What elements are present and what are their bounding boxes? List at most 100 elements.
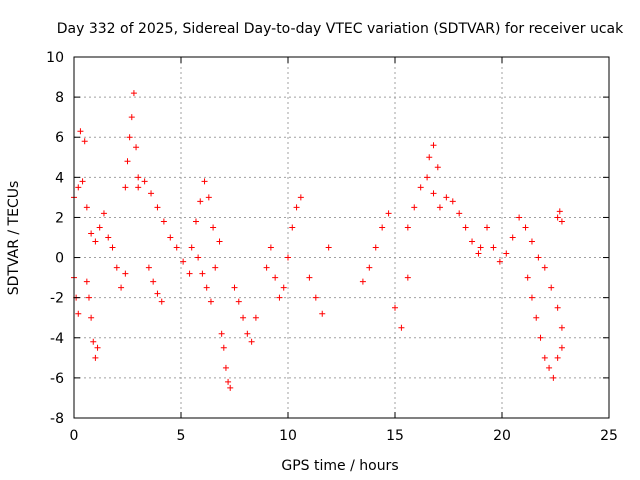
data-point — [96, 224, 103, 231]
x-tick-label: 0 — [70, 428, 79, 444]
data-point — [252, 314, 259, 321]
data-point — [222, 364, 229, 371]
data-point — [554, 214, 561, 221]
data-point — [443, 194, 450, 201]
data-point — [180, 258, 187, 265]
y-tick-label: 6 — [55, 130, 64, 146]
data-point — [366, 264, 373, 271]
y-tick-label: -4 — [50, 331, 64, 347]
data-point — [280, 284, 287, 291]
data-point — [554, 304, 561, 311]
data-point — [118, 284, 125, 291]
y-tick-label: -2 — [50, 291, 64, 307]
y-tick-label: 0 — [55, 251, 64, 267]
data-point — [240, 314, 247, 321]
data-point — [558, 324, 565, 331]
data-point — [516, 214, 523, 221]
data-point — [263, 264, 270, 271]
data-segment — [231, 284, 259, 345]
data-segment — [71, 178, 129, 291]
data-point — [203, 284, 210, 291]
data-point — [201, 178, 208, 185]
data-point — [484, 224, 491, 231]
data-point — [528, 238, 535, 245]
data-point — [558, 218, 565, 225]
data-point — [210, 224, 217, 231]
data-point — [430, 190, 437, 197]
data-point — [83, 278, 90, 285]
data-point — [186, 270, 193, 277]
data-point — [533, 314, 540, 321]
data-point — [135, 184, 142, 191]
data-point — [550, 374, 557, 381]
data-point — [105, 234, 112, 241]
data-point — [135, 174, 142, 181]
data-point — [558, 344, 565, 351]
data-point — [541, 354, 548, 361]
data-point — [417, 184, 424, 191]
x-tick-label: 15 — [386, 428, 404, 444]
data-point — [398, 324, 405, 331]
data-point — [554, 354, 561, 361]
data-point — [546, 364, 553, 371]
data-point — [167, 234, 174, 241]
data-point — [231, 284, 238, 291]
data-point — [133, 144, 140, 151]
x-tick-label: 5 — [177, 428, 186, 444]
data-point — [130, 90, 137, 97]
data-segment — [477, 214, 565, 331]
data-segment — [524, 274, 565, 381]
data-point — [113, 264, 120, 271]
data-point — [88, 314, 95, 321]
data-point — [216, 238, 223, 245]
data-point — [424, 174, 431, 181]
data-segment — [145, 264, 165, 305]
data-point — [154, 204, 161, 211]
data-point — [199, 270, 206, 277]
data-point — [225, 378, 232, 385]
data-point — [522, 224, 529, 231]
data-point — [475, 250, 482, 257]
data-point — [92, 238, 99, 245]
data-segment — [122, 90, 142, 191]
y-tick-label: -6 — [50, 371, 64, 387]
x-tick-label: 10 — [279, 428, 297, 444]
data-point — [392, 304, 398, 311]
data-point — [496, 258, 503, 265]
data-segment — [263, 194, 304, 301]
data-point — [325, 244, 332, 251]
data-point — [195, 254, 202, 261]
data-segment — [426, 142, 441, 171]
data-point — [212, 264, 219, 271]
data-point — [359, 278, 366, 285]
data-point — [90, 338, 97, 345]
data-point — [83, 204, 90, 211]
data-point — [75, 310, 82, 317]
y-tick-label: 4 — [55, 170, 64, 186]
data-point — [100, 210, 107, 217]
data-point — [524, 274, 531, 281]
data-point — [81, 138, 88, 145]
y-tick-label: 8 — [55, 90, 64, 106]
data-point — [244, 330, 251, 337]
y-tick-label: -8 — [50, 411, 64, 427]
data-point — [456, 210, 463, 217]
data-point — [272, 274, 279, 281]
data-point — [469, 238, 476, 245]
data-point — [158, 298, 165, 305]
data-point — [319, 310, 326, 317]
data-point — [207, 298, 214, 305]
data-segment — [83, 278, 101, 361]
data-segment — [195, 238, 223, 305]
data-segment — [359, 210, 411, 331]
data-point — [537, 334, 544, 341]
data-point — [462, 224, 469, 231]
data-point — [218, 330, 225, 337]
data-point — [248, 338, 255, 345]
data-point — [426, 154, 433, 161]
data-point — [509, 234, 516, 241]
data-point — [148, 190, 155, 197]
data-point — [126, 134, 133, 141]
data-point — [227, 384, 234, 391]
